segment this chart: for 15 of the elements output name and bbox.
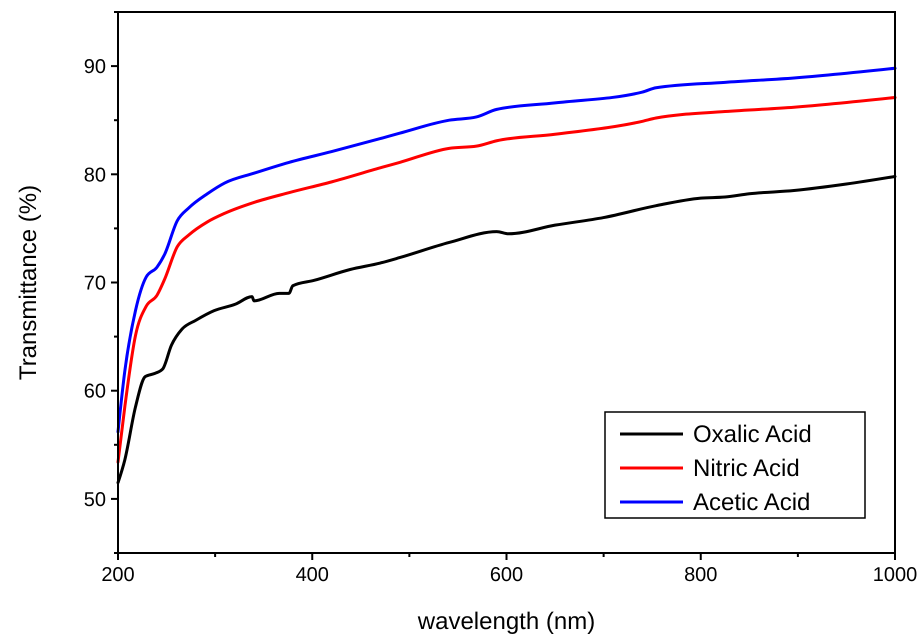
y-tick-label: 50 (84, 488, 106, 511)
y-tick-label: 70 (84, 272, 106, 294)
y-tick-label: 90 (84, 56, 106, 78)
x-axis-title: wavelength (nm) (416, 608, 596, 635)
legend-label: Acetic Acid (693, 489, 810, 516)
x-tick-label: 200 (101, 564, 135, 586)
x-tick-label: 400 (296, 564, 329, 586)
y-tick-label: 60 (84, 380, 106, 403)
y-tick-label: 80 (84, 164, 106, 186)
y-axis-title: Transmittance (%) (15, 184, 42, 380)
x-tick-label: 800 (684, 564, 718, 586)
x-tick-label: 1000 (872, 564, 918, 586)
x-tick-label: 600 (490, 564, 524, 586)
legend-label: Oxalic Acid (693, 421, 812, 448)
legend-label: Nitric Acid (693, 455, 800, 482)
